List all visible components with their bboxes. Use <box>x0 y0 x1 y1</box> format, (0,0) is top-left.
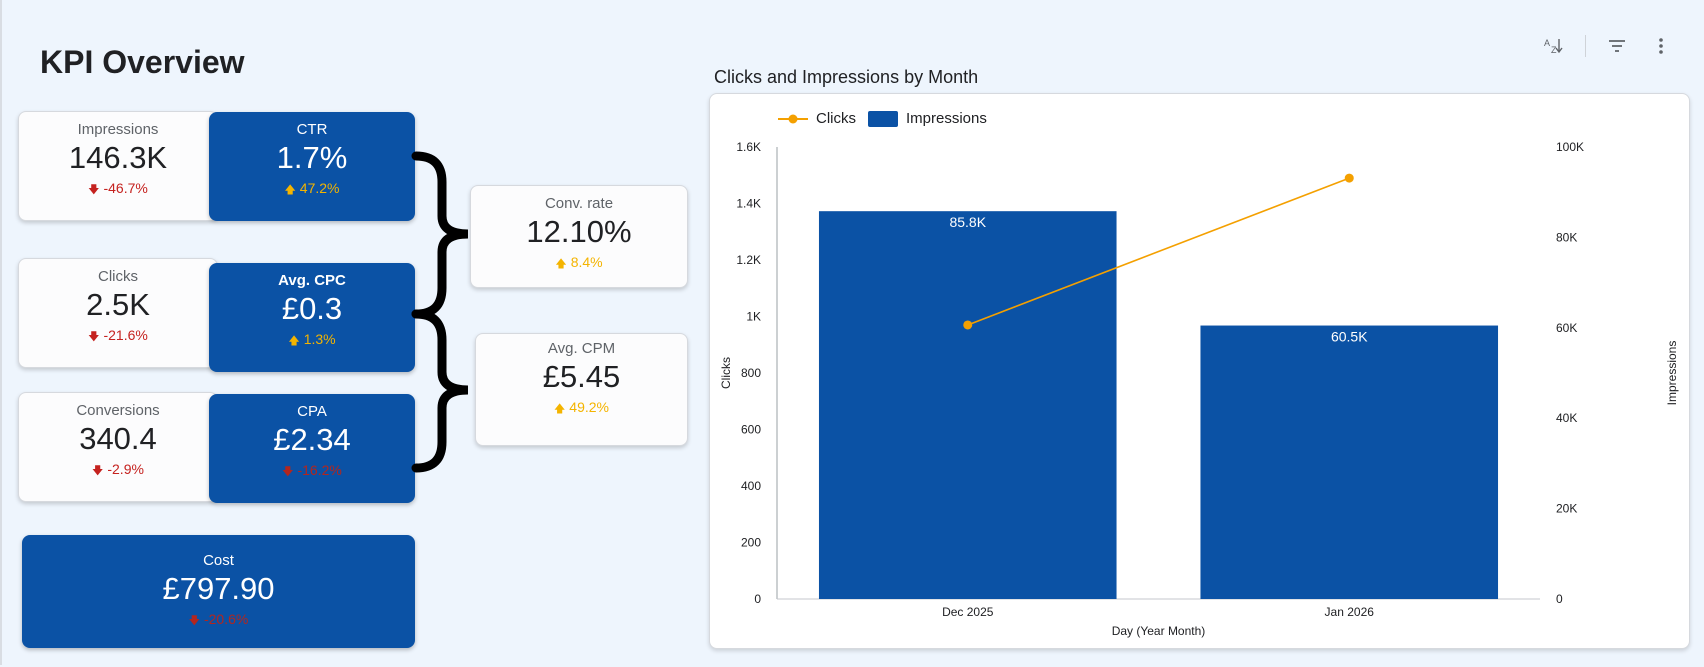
arrow-up-icon: 🡅 <box>288 335 300 347</box>
bar-impressions <box>1200 325 1499 599</box>
y2-tick-label: 100K <box>1556 140 1584 154</box>
clicks-card[interactable]: Clicks 2.5K 🡇 -21.6% <box>18 258 218 368</box>
arrow-down-icon: 🡇 <box>92 465 104 477</box>
cpc-delta: 🡅 1.3% <box>209 330 415 350</box>
point-clicks <box>1344 173 1354 183</box>
conv-rate-delta: 🡅 8.4% <box>471 253 687 273</box>
bar-data-label: 60.5K <box>1331 329 1368 345</box>
chart-title: Clicks and Impressions by Month <box>714 67 979 87</box>
bar-data-label: 85.8K <box>949 214 986 230</box>
y-axis-title: Clicks <box>719 357 733 389</box>
filter-icon[interactable] <box>1604 34 1630 58</box>
arrow-down-icon: 🡇 <box>188 615 200 627</box>
cpm-card[interactable]: Avg. CPM £5.45 🡅 49.2% <box>475 333 688 446</box>
svg-text:Z: Z <box>1551 45 1557 55</box>
impressions-label: Impressions <box>77 121 159 138</box>
cpc-label: Avg. CPC <box>278 272 346 289</box>
y-tick-label: 800 <box>741 366 761 380</box>
arrow-down-icon: 🡇 <box>88 331 100 343</box>
cpm-delta: 🡅 49.2% <box>476 398 687 418</box>
cpa-value: £2.34 <box>273 422 351 457</box>
y-tick-label: 400 <box>741 479 761 493</box>
conversions-label: Conversions <box>76 402 160 419</box>
cost-value: £797.90 <box>162 571 275 606</box>
cpa-label: CPA <box>297 403 327 420</box>
brace-lower-icon <box>411 309 469 473</box>
y-tick-label: 0 <box>754 592 761 606</box>
conversions-card[interactable]: Conversions 340.4 🡇 -2.9% <box>18 392 218 502</box>
impressions-card[interactable]: Impressions 146.3K 🡇 -46.7% <box>18 111 218 221</box>
cpm-value: £5.45 <box>542 359 621 394</box>
conversions-delta: 🡇 -2.9% <box>19 460 217 480</box>
sort-az-icon[interactable]: A Z <box>1541 34 1567 58</box>
y2-tick-label: 20K <box>1556 502 1577 516</box>
conv-rate-card[interactable]: Conv. rate 12.10% 🡅 8.4% <box>470 185 688 288</box>
impressions-delta: 🡇 -46.7% <box>19 179 217 199</box>
legend-item-impressions[interactable]: Impressions <box>868 110 987 127</box>
y-tick-label: 1K <box>746 310 761 324</box>
arrow-up-icon: 🡅 <box>555 258 567 270</box>
arrow-up-icon: 🡅 <box>284 184 296 196</box>
ctr-delta: 🡅 47.2% <box>209 179 415 199</box>
arrow-down-icon: 🡇 <box>88 184 100 196</box>
toolbar-divider <box>1585 35 1586 57</box>
more-vert-icon[interactable] <box>1648 34 1674 58</box>
legend-label-clicks: Clicks <box>816 110 856 127</box>
chart-legend: Clicks Impressions <box>778 110 991 127</box>
y-tick-label: 1.2K <box>736 253 761 267</box>
cpc-value: £0.3 <box>281 291 343 326</box>
legend-label-impressions: Impressions <box>906 110 987 127</box>
brace-upper-icon <box>411 151 469 319</box>
y-tick-label: 1.4K <box>736 197 761 211</box>
y2-tick-label: 0 <box>1556 592 1563 606</box>
ctr-value: 1.7% <box>276 140 348 175</box>
cost-label: Cost <box>203 552 234 569</box>
page-title: KPI Overview <box>40 44 245 80</box>
arrow-up-icon: 🡅 <box>553 403 566 415</box>
x-tick-label: Jan 2026 <box>1325 605 1375 619</box>
svg-text:A: A <box>1544 38 1550 48</box>
y2-tick-label: 60K <box>1556 321 1577 335</box>
conversions-value: 340.4 <box>79 421 157 456</box>
combo-chart: 0 200 400 600 800 1K 1.2K 1.4K 1.6K 0 20K 40K 60K 80K… <box>719 140 1679 638</box>
ctr-label: CTR <box>296 121 328 138</box>
line-clicks <box>967 177 1350 326</box>
cpa-card[interactable]: CPA £2.34 🡇 -16.2% <box>209 394 415 503</box>
ctr-card[interactable]: CTR 1.7% 🡅 47.2% <box>209 112 415 221</box>
y-tick-label: 1.6K <box>736 140 761 154</box>
cpm-label: Avg. CPM <box>547 340 616 357</box>
chart-card: Clicks Impressions 0 200 400 600 800 1K 1.2K 1.… <box>709 93 1690 649</box>
chart-toolbar: A Z <box>1541 34 1674 58</box>
y-tick-label: 600 <box>741 423 761 437</box>
legend-line-swatch <box>778 114 808 123</box>
legend-bar-swatch <box>868 110 898 127</box>
clicks-delta: 🡇 -21.6% <box>19 326 217 346</box>
clicks-value: 2.5K <box>86 287 150 322</box>
x-tick-label: Dec 2025 <box>942 605 994 619</box>
cpa-delta: 🡇 -16.2% <box>209 461 415 481</box>
legend-item-clicks[interactable]: Clicks <box>778 110 856 127</box>
bar-impressions <box>818 211 1117 599</box>
x-axis-title: Day (Year Month) <box>1112 624 1206 638</box>
y2-tick-label: 40K <box>1556 411 1577 425</box>
impressions-value: 146.3K <box>68 140 168 175</box>
conv-rate-value: 12.10% <box>526 214 632 249</box>
cost-delta: 🡇 -20.6% <box>22 610 415 630</box>
cpc-card[interactable]: Avg. CPC £0.3 🡅 1.3% <box>209 263 415 372</box>
y2-tick-label: 80K <box>1556 230 1577 244</box>
point-clicks <box>963 320 973 330</box>
cost-card[interactable]: Cost £797.90 🡇 -20.6% <box>22 535 415 648</box>
y-tick-label: 200 <box>741 536 761 550</box>
y2-axis-title: Impressions <box>1665 341 1679 406</box>
conv-rate-label: Conv. rate <box>544 195 614 212</box>
arrow-down-icon: 🡇 <box>282 466 294 478</box>
clicks-label: Clicks <box>98 268 138 285</box>
